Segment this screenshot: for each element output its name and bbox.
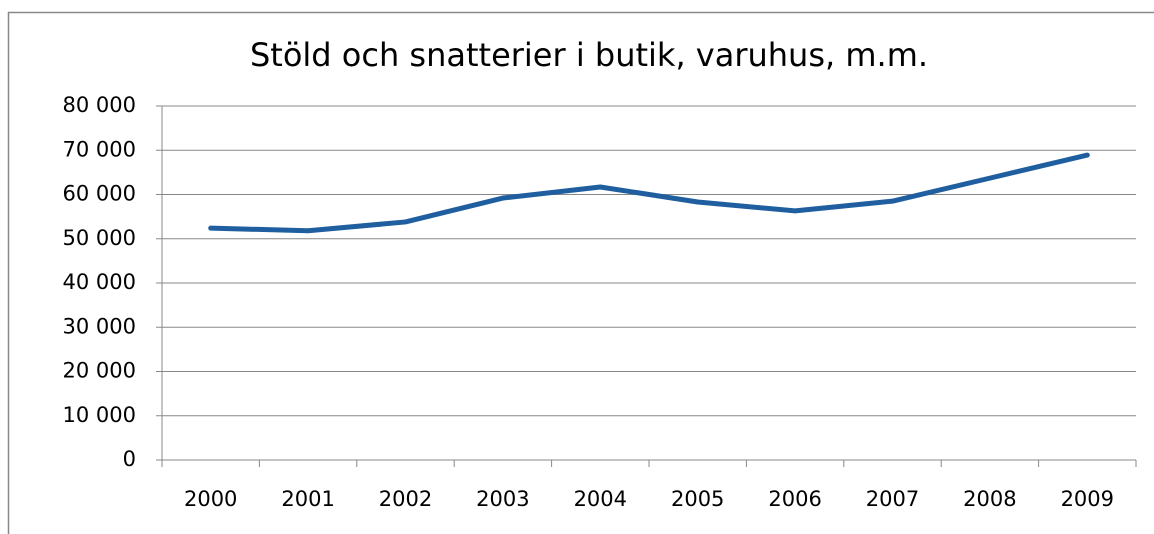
data-line xyxy=(208,152,1090,234)
chart-title: Stöld och snatterier i butik, varuhus, m… xyxy=(250,36,928,74)
y-tick-label: 50 000 xyxy=(63,226,136,250)
x-tick-label: 2001 xyxy=(281,487,334,511)
y-tick-label: 80 000 xyxy=(63,93,136,117)
x-tick-label: 2005 xyxy=(671,487,724,511)
x-tick-label: 2008 xyxy=(963,487,1016,511)
x-tick-label: 2004 xyxy=(574,487,627,511)
y-tick-label: 70 000 xyxy=(63,137,136,161)
y-tick-label: 60 000 xyxy=(63,182,136,206)
x-tick-label: 2006 xyxy=(768,487,821,511)
y-tick-label: 20 000 xyxy=(63,359,136,383)
x-tick-label: 2002 xyxy=(379,487,432,511)
y-tick-label: 40 000 xyxy=(63,270,136,294)
y-tick-label: 10 000 xyxy=(63,403,136,427)
y-tick-label: 0 xyxy=(123,447,136,471)
y-tick-label: 30 000 xyxy=(63,314,136,338)
x-tick-label: 2003 xyxy=(476,487,529,511)
x-tick-label: 2009 xyxy=(1061,487,1114,511)
x-tick-label: 2000 xyxy=(184,487,237,511)
x-tick-label: 2007 xyxy=(866,487,919,511)
